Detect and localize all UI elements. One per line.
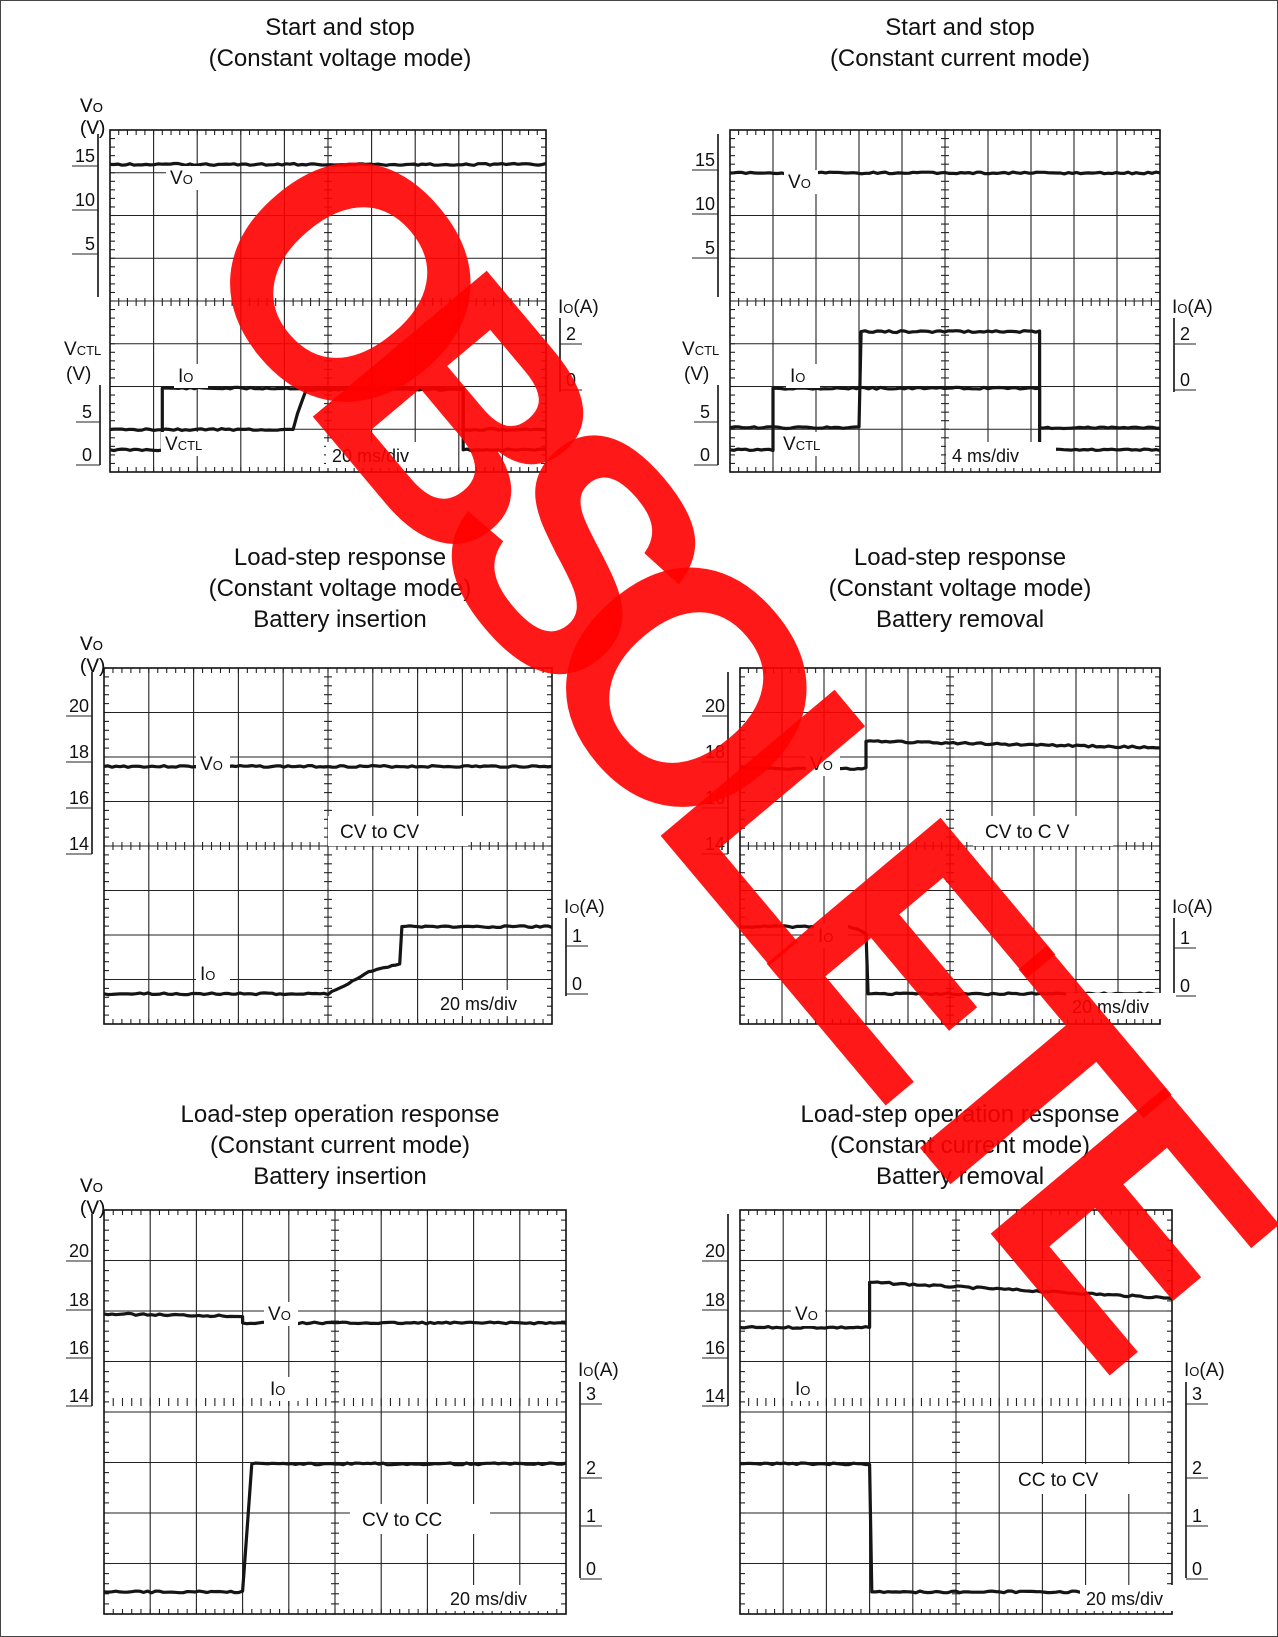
trace-label: VO: [788, 172, 811, 193]
vo-tick-label: 10: [75, 190, 95, 210]
panel-title-line: Battery removal: [876, 606, 1044, 633]
vo-tick-label: 20: [705, 1241, 725, 1261]
vctl-tick-label: 0: [82, 445, 92, 465]
vo-tick-label: 18: [705, 1290, 725, 1310]
mode-annotation: CV to CC: [362, 1510, 442, 1531]
vctl-axis-unit: (V): [684, 364, 709, 385]
vo-tick-label: 15: [695, 150, 715, 170]
vo-tick-label: 20: [69, 696, 89, 716]
mode-annotation: CV to CV: [340, 822, 420, 843]
io-tick-label: 0: [572, 974, 582, 994]
io-axis-label: IO(A): [1184, 1360, 1225, 1381]
io-tick-label: 3: [1192, 1384, 1202, 1404]
vo-tick-label: 20: [69, 1241, 89, 1261]
time-scale-label: 20 ms/div: [450, 1589, 527, 1609]
vo-tick-label: 15: [75, 146, 95, 166]
panel-title-line: (Constant voltage mode): [829, 575, 1092, 602]
vo-trace: [104, 766, 552, 768]
io-tick-label: 2: [1180, 324, 1190, 344]
io-tick-label: 1: [572, 926, 582, 946]
vo-tick-label: 10: [695, 194, 715, 214]
panel-title-line: Load-step operation response: [181, 1101, 500, 1128]
time-scale-label: 4 ms/div: [952, 446, 1019, 466]
vo-tick-label: 16: [705, 1338, 725, 1358]
vctl-axis-label: VCTL: [64, 339, 101, 360]
trace-label: VO: [268, 1304, 291, 1325]
trace-label: VO: [200, 754, 223, 775]
trace-label: IO: [270, 1379, 285, 1400]
vo-tick-label: 5: [85, 234, 95, 254]
io-tick-label: 2: [586, 1458, 596, 1478]
trace-label: VO: [795, 1304, 818, 1325]
io-axis-label: IO(A): [578, 1360, 619, 1381]
trace-label: VCTL: [165, 434, 202, 455]
io-tick-label: 0: [1192, 1559, 1202, 1579]
vo-tick-label: 14: [69, 1386, 89, 1406]
trace-label: IO: [790, 366, 805, 387]
panel-title-line: Start and stop: [265, 14, 414, 41]
vo-tick-label: 14: [705, 1386, 725, 1406]
io-tick-label: 1: [586, 1506, 596, 1526]
vo-axis-unit: (V): [80, 118, 105, 139]
trace-label: VCTL: [783, 434, 820, 455]
io-tick-label: 1: [1192, 1506, 1202, 1526]
io-tick-label: 0: [1180, 370, 1190, 390]
vo-axis-label: VO: [80, 1176, 103, 1197]
vctl-axis-label: VCTL: [682, 339, 719, 360]
vo-axis-label: VO: [80, 634, 103, 655]
vctl-axis-unit: (V): [66, 364, 91, 385]
trace-label: IO: [200, 964, 215, 985]
panel-title-line: (Constant current mode): [210, 1132, 470, 1159]
vo-tick-label: 18: [69, 1290, 89, 1310]
vo-axis-unit: (V): [80, 656, 105, 677]
vo-tick-label: 18: [69, 742, 89, 762]
io-tick-label: 1: [1180, 928, 1190, 948]
vo-tick-label: 14: [69, 834, 89, 854]
io-axis-label: IO(A): [564, 897, 605, 918]
trace-label: VO: [170, 168, 193, 189]
vo-axis-label: VO: [80, 96, 103, 117]
io-axis-label: IO(A): [1172, 297, 1213, 318]
io-axis-label: IO(A): [1172, 897, 1213, 918]
vo-tick-label: 16: [69, 788, 89, 808]
panel-title-line: Load-step response: [854, 544, 1066, 571]
vo-tick-label: 5: [705, 238, 715, 258]
trace-label: IO: [795, 1379, 810, 1400]
vo-tick-label: 16: [69, 1338, 89, 1358]
scope-panel-5: Load-step operation response (Constant cu…: [66, 1101, 619, 1614]
mode-annotation: CC to CV: [1018, 1470, 1099, 1491]
panel-title-line: Start and stop: [885, 14, 1034, 41]
io-tick-label: 3: [586, 1384, 596, 1404]
time-scale-label: 20 ms/div: [1086, 1589, 1163, 1609]
panel-title-line: (Constant current mode): [830, 45, 1090, 72]
io-tick-label: 0: [586, 1559, 596, 1579]
io-tick-label: 2: [1192, 1458, 1202, 1478]
vctl-tick-label: 5: [82, 402, 92, 422]
time-scale-label: 20 ms/div: [440, 994, 517, 1014]
panel-title-line: (Constant voltage mode): [209, 45, 472, 72]
panel-title-line: Battery insertion: [253, 1163, 426, 1190]
vo-axis-unit: (V): [80, 1198, 105, 1219]
